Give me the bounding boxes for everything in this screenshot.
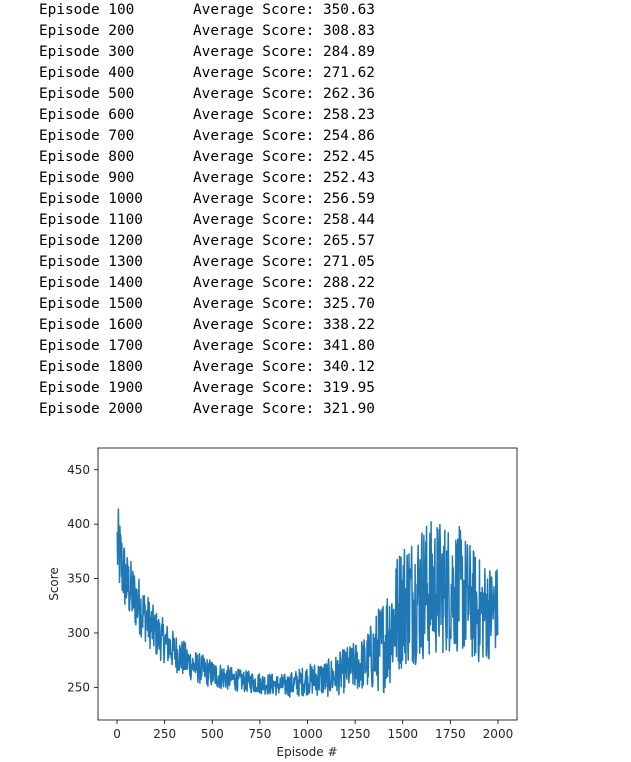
log-line: Episode 1000 Average Score: 256.59	[39, 189, 375, 210]
episode-label: Episode 900	[39, 170, 135, 186]
average-score-label: Average Score: 340.12	[193, 359, 375, 375]
x-tick-label: 0	[113, 727, 121, 741]
episode-label: Episode 1400	[39, 275, 143, 291]
episode-label: Episode 1100	[39, 212, 143, 228]
x-tick-label: 500	[201, 727, 224, 741]
episode-label: Episode 500	[39, 86, 135, 102]
x-tick-label: 1000	[292, 727, 323, 741]
y-tick-label: 350	[67, 572, 90, 586]
average-score-label: Average Score: 325.70	[193, 296, 375, 312]
episode-label: Episode 100	[39, 2, 135, 18]
episode-label: Episode 2000	[39, 401, 143, 417]
episode-label: Episode 800	[39, 149, 135, 165]
score-series-line	[116, 508, 499, 698]
episode-label: Episode 600	[39, 107, 135, 123]
average-score-label: Average Score: 271.05	[193, 254, 375, 270]
average-score-label: Average Score: 350.63	[193, 2, 375, 18]
log-line: Episode 1500 Average Score: 325.70	[39, 294, 375, 315]
episode-label: Episode 400	[39, 65, 135, 81]
episode-label: Episode 700	[39, 128, 135, 144]
log-line: Episode 1300 Average Score: 271.05	[39, 252, 375, 273]
episode-label: Episode 1300	[39, 254, 143, 270]
log-line: Episode 1400 Average Score: 288.22	[39, 273, 375, 294]
average-score-label: Average Score: 341.80	[193, 338, 375, 354]
y-tick-label: 250	[67, 680, 90, 694]
x-tick-label: 2000	[483, 727, 514, 741]
average-score-label: Average Score: 252.43	[193, 170, 375, 186]
log-line: Episode 1800 Average Score: 340.12	[39, 357, 375, 378]
x-tick-label: 1500	[387, 727, 418, 741]
log-line: Episode 2000 Average Score: 321.90	[39, 399, 375, 420]
log-line: Episode 400 Average Score: 271.62	[39, 63, 375, 84]
log-line: Episode 600 Average Score: 258.23	[39, 105, 375, 126]
log-line: Episode 100 Average Score: 350.63	[39, 0, 375, 21]
series-layer	[116, 508, 499, 698]
log-line: Episode 300 Average Score: 284.89	[39, 42, 375, 63]
average-score-label: Average Score: 262.36	[193, 86, 375, 102]
y-tick-label: 450	[67, 463, 90, 477]
episode-label: Episode 1900	[39, 380, 143, 396]
output-log: Episode 100 Average Score: 350.63 Episode …	[39, 0, 375, 420]
x-tick-label: 1750	[435, 727, 466, 741]
episode-label: Episode 300	[39, 44, 135, 60]
average-score-label: Average Score: 271.62	[193, 65, 375, 81]
average-score-label: Average Score: 258.23	[193, 107, 375, 123]
log-line: Episode 1600 Average Score: 338.22	[39, 315, 375, 336]
y-axis-label: Score	[47, 567, 61, 601]
episode-label: Episode 1700	[39, 338, 143, 354]
log-line: Episode 200 Average Score: 308.83	[39, 21, 375, 42]
log-line: Episode 500 Average Score: 262.36	[39, 84, 375, 105]
x-tick-label: 250	[153, 727, 176, 741]
log-line: Episode 700 Average Score: 254.86	[39, 126, 375, 147]
average-score-label: Average Score: 288.22	[193, 275, 375, 291]
y-tick-label: 400	[67, 517, 90, 531]
average-score-label: Average Score: 319.95	[193, 380, 375, 396]
average-score-label: Average Score: 252.45	[193, 149, 375, 165]
episode-label: Episode 1800	[39, 359, 143, 375]
log-line: Episode 1200 Average Score: 265.57	[39, 231, 375, 252]
log-line: Episode 800 Average Score: 252.45	[39, 147, 375, 168]
average-score-label: Average Score: 308.83	[193, 23, 375, 39]
log-line: Episode 1900 Average Score: 319.95	[39, 378, 375, 399]
log-line: Episode 900 Average Score: 252.43	[39, 168, 375, 189]
average-score-label: Average Score: 321.90	[193, 401, 375, 417]
x-tick-label: 1250	[340, 727, 371, 741]
average-score-label: Average Score: 254.86	[193, 128, 375, 144]
average-score-label: Average Score: 265.57	[193, 233, 375, 249]
average-score-label: Average Score: 338.22	[193, 317, 375, 333]
episode-label: Episode 200	[39, 23, 135, 39]
log-line: Episode 1700 Average Score: 341.80	[39, 336, 375, 357]
x-tick-label: 750	[248, 727, 271, 741]
y-tick-label: 300	[67, 626, 90, 640]
episode-label: Episode 1200	[39, 233, 143, 249]
episode-label: Episode 1000	[39, 191, 143, 207]
y-ticks: 250 300 350 400 450	[67, 463, 98, 694]
x-axis-label: Episode #	[277, 745, 338, 759]
average-score-label: Average Score: 256.59	[193, 191, 375, 207]
x-ticks: 0 250 500 750 1000 1250 1500 1750 2000	[113, 720, 513, 741]
log-line: Episode 1100 Average Score: 258.44	[39, 210, 375, 231]
episode-label: Episode 1600	[39, 317, 143, 333]
average-score-label: Average Score: 284.89	[193, 44, 375, 60]
episode-label: Episode 1500	[39, 296, 143, 312]
average-score-label: Average Score: 258.44	[193, 212, 375, 228]
